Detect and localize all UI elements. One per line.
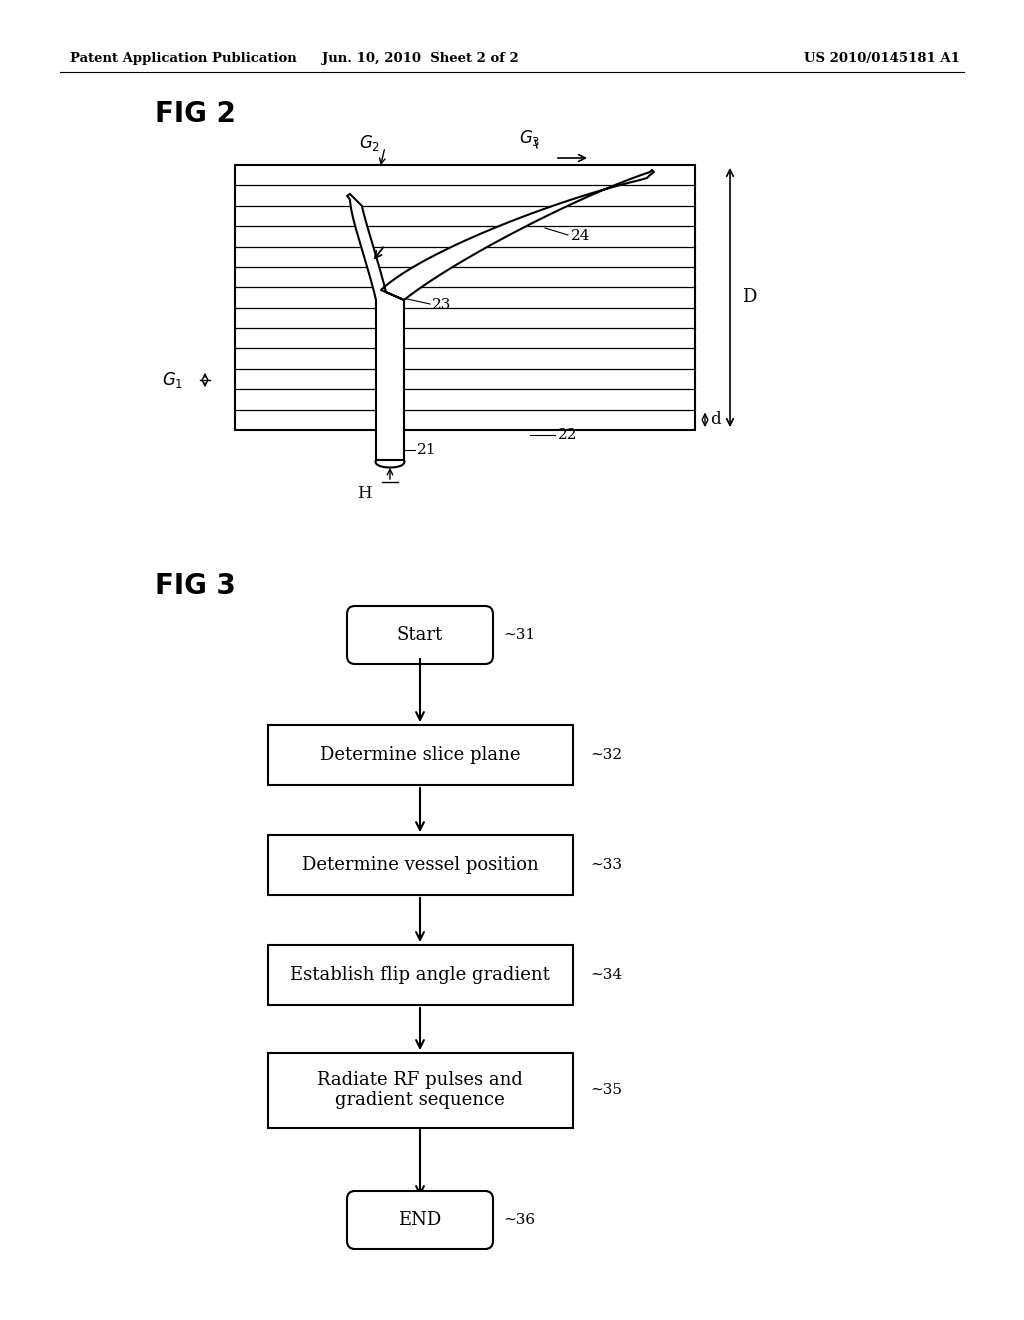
Text: 22: 22 (558, 428, 578, 442)
Text: FIG 2: FIG 2 (155, 100, 236, 128)
Text: d: d (710, 412, 721, 428)
Text: 24: 24 (571, 228, 591, 243)
Bar (267, 1052, 572, 1127)
Text: US 2010/0145181 A1: US 2010/0145181 A1 (804, 51, 961, 65)
Text: FIG 3: FIG 3 (155, 572, 236, 601)
FancyBboxPatch shape (347, 1191, 493, 1249)
Text: Jun. 10, 2010  Sheet 2 of 2: Jun. 10, 2010 Sheet 2 of 2 (322, 51, 518, 65)
Text: $G_3$: $G_3$ (519, 128, 541, 148)
Text: $G_2$: $G_2$ (359, 133, 381, 153)
Text: ∼35: ∼35 (591, 1082, 623, 1097)
Polygon shape (347, 170, 654, 459)
Text: ∼34: ∼34 (591, 968, 623, 982)
Text: Determine slice plane: Determine slice plane (319, 746, 520, 764)
Bar (267, 945, 572, 1005)
Text: Determine vessel position: Determine vessel position (302, 855, 539, 874)
Text: ∼32: ∼32 (591, 748, 623, 762)
Text: 21: 21 (417, 444, 436, 457)
Text: Establish flip angle gradient: Establish flip angle gradient (290, 966, 550, 983)
Text: ∼36: ∼36 (503, 1213, 536, 1228)
Text: ∼31: ∼31 (503, 628, 536, 642)
Text: D: D (742, 289, 757, 306)
Text: H: H (357, 484, 372, 502)
FancyBboxPatch shape (347, 606, 493, 664)
Bar (267, 725, 572, 785)
Text: Radiate RF pulses and
gradient sequence: Radiate RF pulses and gradient sequence (317, 1071, 523, 1109)
Text: 23: 23 (432, 298, 452, 312)
Text: Patent Application Publication: Patent Application Publication (70, 51, 297, 65)
Text: $G_1$: $G_1$ (162, 370, 183, 389)
Text: ∼33: ∼33 (591, 858, 623, 873)
Text: Start: Start (397, 626, 443, 644)
Bar (234, 165, 695, 430)
Text: END: END (398, 1210, 441, 1229)
Bar (267, 836, 572, 895)
